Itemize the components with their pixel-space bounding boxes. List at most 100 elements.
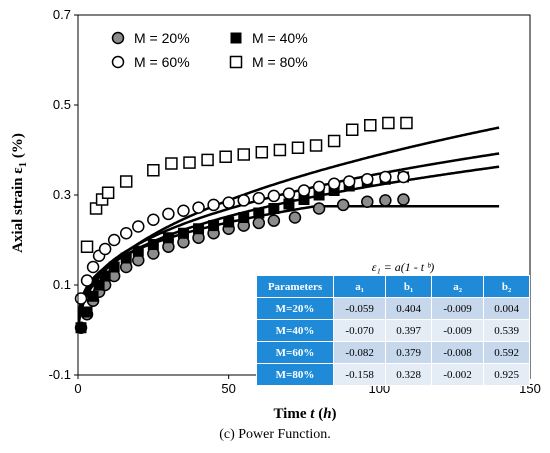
data-point-series-4: [364, 119, 377, 132]
data-point-series-3: [237, 194, 250, 207]
y-tick-label: 0.5: [53, 97, 71, 112]
table-cell: -0.158: [332, 363, 387, 386]
data-point-series-4: [183, 156, 196, 169]
data-point-series-2: [99, 270, 111, 282]
data-point-series-1: [379, 194, 392, 207]
data-point-series-2: [75, 322, 87, 334]
data-markers: [74, 116, 413, 334]
data-point-series-3: [107, 233, 121, 247]
table-row: M=80% -0.158 0.328 -0.002 0.925: [256, 363, 530, 386]
data-point-series-1: [397, 193, 410, 206]
data-point-series-3: [74, 292, 88, 305]
data-point-series-4: [219, 150, 232, 163]
data-point-series-1: [312, 202, 326, 215]
data-point-series-4: [309, 139, 323, 152]
data-point-series-4: [345, 123, 359, 136]
legend-marker: [230, 32, 242, 44]
data-point-series-1: [252, 216, 266, 230]
legend-marker: [111, 55, 125, 69]
data-point-series-4: [101, 186, 115, 199]
data-point-series-1: [361, 195, 374, 208]
data-point-series-4: [119, 175, 133, 188]
data-point-series-2: [193, 223, 205, 235]
data-point-series-3: [361, 173, 374, 186]
data-point-series-2: [120, 252, 132, 264]
data-point-series-4: [273, 143, 287, 157]
data-point-series-2: [253, 207, 265, 219]
data-point-series-4: [291, 141, 305, 154]
table-cell: 0.328: [385, 363, 432, 386]
parameter-table: Parameters a₁ b₁ a₂ b₂ M=20% -0.059 0.40…: [256, 275, 530, 386]
data-point-series-4: [400, 116, 413, 130]
table-cell: 0.404: [385, 297, 432, 320]
table-row: M=60% -0.082 0.379 -0.008 0.592: [256, 341, 530, 364]
data-point-series-3: [147, 213, 160, 226]
x-tick-label: 50: [221, 381, 235, 396]
data-point-series-2: [268, 203, 280, 214]
table-cell: 0.592: [483, 341, 530, 364]
table-cell: 0.925: [483, 363, 530, 386]
data-point-series-2: [162, 232, 174, 244]
data-point-series-2: [132, 245, 144, 257]
data-point-series-1: [267, 214, 281, 227]
data-point-series-2: [283, 198, 295, 210]
data-point-series-4: [147, 164, 160, 177]
data-point-series-3: [132, 220, 145, 233]
table-header: a₁: [332, 275, 387, 298]
data-point-series-2: [208, 220, 220, 232]
data-point-series-3: [222, 196, 235, 209]
table-cell: -0.082: [332, 341, 387, 364]
table-header: b₁: [385, 275, 432, 298]
table-cell: M=60%: [256, 341, 334, 364]
data-point-series-1: [288, 211, 302, 224]
legend-marker: [111, 31, 125, 45]
chart: 0 50 100 150-0.10.10.30.50.7 M = 20% M = 40%…: [10, 7, 541, 422]
data-point-series-3: [379, 170, 392, 184]
table-cell: -0.059: [332, 297, 387, 320]
data-point-series-3: [267, 189, 281, 203]
data-point-series-3: [342, 175, 356, 188]
table-header: b₂: [483, 275, 530, 298]
fit-equation: ε₁ = a(1 - t ᵇ): [371, 260, 435, 274]
legend-label: M = 40%: [252, 30, 308, 46]
y-axis-title: Axial strain ε1 (%): [10, 133, 29, 253]
table-cell: -0.009: [430, 319, 485, 342]
data-point-series-3: [282, 187, 296, 200]
table-header-row: Parameters a₁ b₁ a₂ b₂: [256, 275, 530, 298]
fit-curve-4: [77, 126, 500, 324]
table-cell: -0.008: [430, 341, 485, 364]
table-cell: 0.004: [483, 297, 530, 320]
data-point-series-2: [93, 279, 105, 291]
table-cell: M=40%: [256, 319, 334, 342]
table-cell: M=20%: [256, 297, 334, 320]
data-point-series-3: [98, 242, 112, 256]
data-point-series-3: [192, 201, 205, 214]
x-axis-title: Time t (h): [273, 406, 336, 422]
data-point-series-3: [312, 180, 326, 194]
data-point-series-3: [177, 204, 190, 217]
data-point-series-4: [255, 146, 269, 159]
data-point-series-2: [108, 261, 120, 273]
data-point-series-3: [162, 207, 175, 221]
data-point-series-3: [327, 177, 341, 190]
x-tick-label: 0: [74, 381, 81, 396]
table-cell: -0.009: [430, 297, 485, 320]
figure-caption: (c) Power Function.: [219, 427, 331, 442]
legend-marker: [229, 55, 243, 69]
data-point-series-2: [147, 239, 159, 250]
data-point-series-3: [86, 260, 100, 274]
data-point-series-3: [252, 191, 266, 205]
y-tick-label: 0.1: [53, 277, 71, 292]
table-cell: -0.002: [430, 363, 485, 386]
data-point-series-3: [297, 184, 311, 197]
data-point-series-2: [313, 189, 325, 201]
legend: M = 20% M = 40% M = 60% M = 80%: [111, 30, 308, 70]
data-point-series-4: [165, 157, 178, 170]
legend-label: M = 20%: [134, 30, 190, 46]
data-point-series-4: [201, 153, 214, 167]
y-tick-label: -0.1: [49, 367, 71, 382]
data-point-series-4: [327, 134, 341, 148]
table-row: M=20% -0.059 0.404 -0.009 0.004: [256, 297, 530, 320]
table-row: M=40% -0.070 0.397 -0.009 0.539: [256, 319, 530, 342]
data-point-series-2: [223, 216, 235, 228]
